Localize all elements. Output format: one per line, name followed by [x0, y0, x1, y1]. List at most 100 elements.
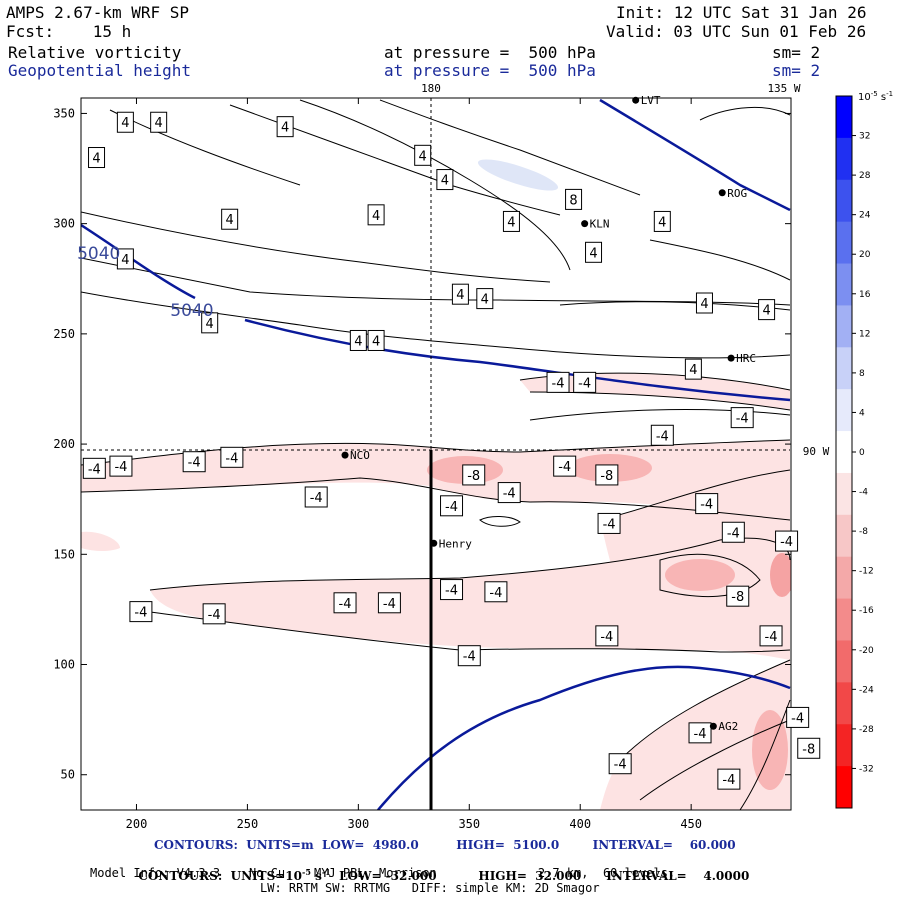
colorbar-tick-label: -8 [859, 527, 868, 537]
field1-name: Relative vorticity [8, 43, 182, 62]
y-tick-label: 200 [53, 437, 75, 451]
contour-label: -4 [791, 711, 804, 726]
contour-label-box [502, 210, 520, 232]
field2-level: at pressure = 500 hPa [384, 61, 596, 80]
contour-label-box [726, 585, 750, 607]
contour-label-box [650, 424, 674, 446]
station-marker [430, 539, 438, 547]
contour-label-box [440, 495, 464, 517]
contour-label-box [797, 737, 821, 759]
colorbar-tick-label: 24 [859, 211, 871, 221]
footer-vort-range: LOW= -32.000 HIGH= 32.000 INTERVAL= 4.00… [330, 869, 750, 883]
station-label: AG2 [718, 720, 738, 733]
contour-label: -4 [727, 526, 740, 541]
station-label: KLN [590, 218, 610, 231]
contour-label: -4 [656, 429, 669, 444]
colorbar-swatch [836, 305, 852, 348]
contour-label-box [476, 288, 494, 310]
contour-label-box [717, 768, 741, 790]
contour-label-box [202, 603, 226, 625]
y-tick-label: 300 [53, 217, 75, 231]
contour-label: 4 [658, 215, 666, 230]
contour-label-box [484, 581, 508, 603]
colorbar-swatch [836, 640, 852, 683]
footer-physics-info: LW: RRTM SW: RRTMG DIFF: simple KM: 2D S… [260, 881, 600, 895]
footer-height-contours: CONTOURS: UNITS=m LOW= 4980.0 HIGH= 5100… [154, 838, 736, 852]
contour-label-box [182, 451, 206, 473]
contour-label: 4 [226, 213, 234, 228]
contour-label: 4 [481, 293, 489, 308]
colorbar-tick-label: -16 [859, 606, 874, 616]
contour-label: -4 [134, 606, 147, 621]
contour-label-box [440, 579, 464, 601]
station-marker [632, 96, 640, 104]
contour-label-box [759, 625, 783, 647]
contour-label-box [497, 482, 521, 504]
colorbar-tick-label: 28 [859, 171, 871, 181]
contour-label-box [414, 144, 432, 166]
neg-vorticity-core-4 [752, 710, 788, 790]
y-tick-label: 50 [61, 768, 75, 782]
colorbar-unit-base: 10 [858, 92, 871, 103]
contour-label: -4 [700, 498, 713, 513]
colorbar-unit-exp2: -1 [886, 90, 893, 98]
forecast-hour: Fcst: 15 h [6, 22, 132, 41]
contour-label: 4 [354, 334, 362, 349]
contour-label: 4 [155, 116, 163, 131]
contour-label-box [730, 407, 754, 429]
footer-vort-contours: CONTOURS: UNITS=10-5 s-1 LOW= -32.000 HI… [130, 851, 749, 883]
model-title: AMPS 2.67-km WRF SP [6, 3, 190, 22]
y-tick-label: 150 [53, 547, 75, 561]
height-contour-label: 5040 [77, 244, 120, 264]
height-contour-label: 5040 [170, 301, 213, 321]
colorbar-tick-label: -20 [859, 646, 874, 656]
contour-label: -4 [578, 376, 591, 391]
contour-label-box [116, 111, 134, 133]
contour-label-box [88, 147, 106, 169]
contour-label: 4 [121, 116, 129, 131]
contour-label: 4 [589, 246, 597, 261]
contour-label: -4 [445, 500, 458, 515]
contour-label: 4 [456, 288, 464, 303]
field1-level: at pressure = 500 hPa [384, 43, 596, 62]
contour-label: -8 [467, 469, 480, 484]
colorbar-swatch [836, 766, 852, 809]
contour-label-box [367, 329, 385, 351]
colorbar-swatch [836, 598, 852, 641]
colorbar-tick-label: -24 [859, 685, 874, 695]
contour-label: -4 [503, 487, 516, 502]
contour-label-box [201, 312, 219, 334]
colorbar-tick-label: -4 [859, 488, 868, 498]
contour-label-box [220, 446, 244, 468]
contour-label-box [349, 329, 367, 351]
contour-label-box [721, 521, 745, 543]
top-label-180: 180 [421, 82, 441, 95]
contour-label: -4 [114, 460, 127, 475]
colorbar-swatch [836, 682, 852, 725]
contour-label: -4 [339, 597, 352, 612]
colorbar-tick-label: 8 [859, 369, 865, 379]
x-tick-label: 300 [348, 817, 370, 831]
x-tick-label: 450 [680, 817, 702, 831]
contour-label-box [276, 116, 294, 138]
colorbar-swatch [836, 472, 852, 516]
footer-vort-exp: -5 [302, 867, 311, 877]
contour-label: -4 [188, 456, 201, 471]
colorbar-tick-label: 20 [859, 250, 871, 260]
colorbar-tick-label: 32 [859, 132, 870, 142]
contour-label-box [116, 248, 134, 270]
pos-vorticity-core [477, 159, 559, 191]
station-marker [581, 220, 589, 228]
contour-label-box [451, 283, 469, 305]
y-tick-label: 350 [53, 106, 75, 120]
colorbar-swatch [836, 556, 852, 600]
contour-label: -4 [694, 727, 707, 742]
colorbar-swatch [836, 221, 852, 265]
station-marker [727, 354, 735, 362]
contour-label: 4 [419, 149, 427, 164]
contour-label: 4 [206, 317, 214, 332]
contour-label-box [653, 210, 671, 232]
contour-label-box [150, 111, 168, 133]
